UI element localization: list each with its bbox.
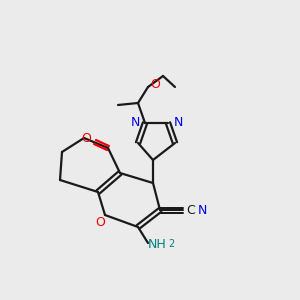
Text: C: C xyxy=(187,203,195,217)
Text: N: N xyxy=(197,203,207,217)
Text: N: N xyxy=(173,116,183,130)
Text: NH: NH xyxy=(148,238,166,250)
Text: O: O xyxy=(95,215,105,229)
Text: O: O xyxy=(81,133,91,146)
Text: 2: 2 xyxy=(168,239,174,249)
Text: O: O xyxy=(150,79,160,92)
Text: N: N xyxy=(130,116,140,130)
